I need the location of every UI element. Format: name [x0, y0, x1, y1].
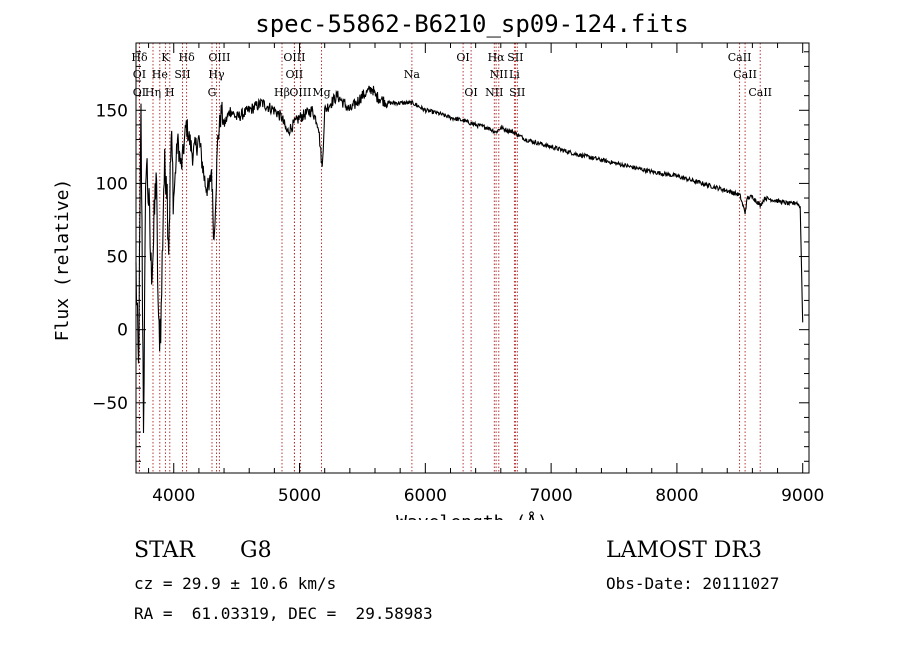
line-label-6: Hα	[488, 51, 506, 64]
line-label-21: G	[208, 86, 217, 99]
object-class: STAR	[134, 538, 195, 563]
line-label-26: NII	[485, 86, 503, 99]
line-label-10: He	[152, 68, 168, 81]
object-subclass: G8	[240, 538, 272, 563]
axis-ticks	[136, 43, 809, 473]
plot-frame	[135, 42, 810, 474]
line-label-1: K	[161, 51, 170, 64]
x-tick-label: 7000	[529, 486, 572, 506]
line-label-5: OI	[456, 51, 469, 64]
line-label-4: OIII	[283, 51, 305, 64]
x-tick-label: 6000	[404, 486, 447, 506]
redshift-value: cz = 29.9 ± 10.6 km/s	[134, 574, 337, 593]
line-label-22: Hβ	[274, 86, 290, 99]
chart-title: spec-55862-B6210_sp09-124.fits	[255, 10, 688, 38]
line-label-27: SII	[509, 86, 525, 99]
x-tick-label: 9000	[781, 486, 824, 506]
spectrum-line	[135, 85, 804, 434]
x-tick-label: 5000	[278, 486, 321, 506]
y-tick-label: 100	[96, 174, 128, 194]
x-axis-label: Wavelength (Å)	[396, 511, 548, 520]
y-tick-label: 50	[106, 248, 128, 268]
line-label-3: OIII	[208, 51, 230, 64]
observation-date: Obs-Date: 20111027	[606, 574, 780, 593]
line-label-14: Na	[404, 68, 421, 81]
line-label-7: SII	[507, 51, 523, 64]
line-label-9: OI	[133, 68, 146, 81]
axis-tick-labels: 4000 5000 6000 7000 8000 9000 −50 0 50 100 150	[92, 101, 824, 506]
spectrum-chart: spec-55862-B6210_sp09-124.fits Hδ K Hδ OIII…	[52, 10, 824, 520]
line-label-16: Li	[509, 68, 520, 81]
line-label-12: Hγ	[208, 68, 225, 81]
survey-name: LAMOST DR3	[606, 538, 762, 563]
x-tick-label: 8000	[655, 486, 698, 506]
line-label-23: OIII	[289, 86, 311, 99]
line-label-25: OI	[464, 86, 477, 99]
y-tick-label: −50	[92, 394, 128, 414]
line-label-20: H	[165, 86, 175, 99]
x-tick-label: 4000	[152, 486, 195, 506]
y-axis-label: Flux (relative)	[52, 179, 73, 342]
line-label-15: NII	[490, 68, 508, 81]
emission-line-markers	[138, 43, 761, 473]
line-label-19: Hη	[145, 86, 161, 99]
line-label-2: Hδ	[178, 51, 195, 64]
y-tick-label: 150	[96, 101, 128, 121]
line-label-0: Hδ	[131, 51, 148, 64]
y-tick-label: 0	[117, 321, 128, 341]
line-label-28: CaII	[748, 86, 772, 99]
line-label-11: SII	[174, 68, 190, 81]
line-label-17: CaII	[733, 68, 757, 81]
line-label-24: Mg	[312, 86, 330, 99]
line-label-13: OII	[286, 68, 304, 81]
coordinates: RA = 61.03319, DEC = 29.58983	[134, 604, 433, 623]
line-label-8: CaII	[728, 51, 752, 64]
